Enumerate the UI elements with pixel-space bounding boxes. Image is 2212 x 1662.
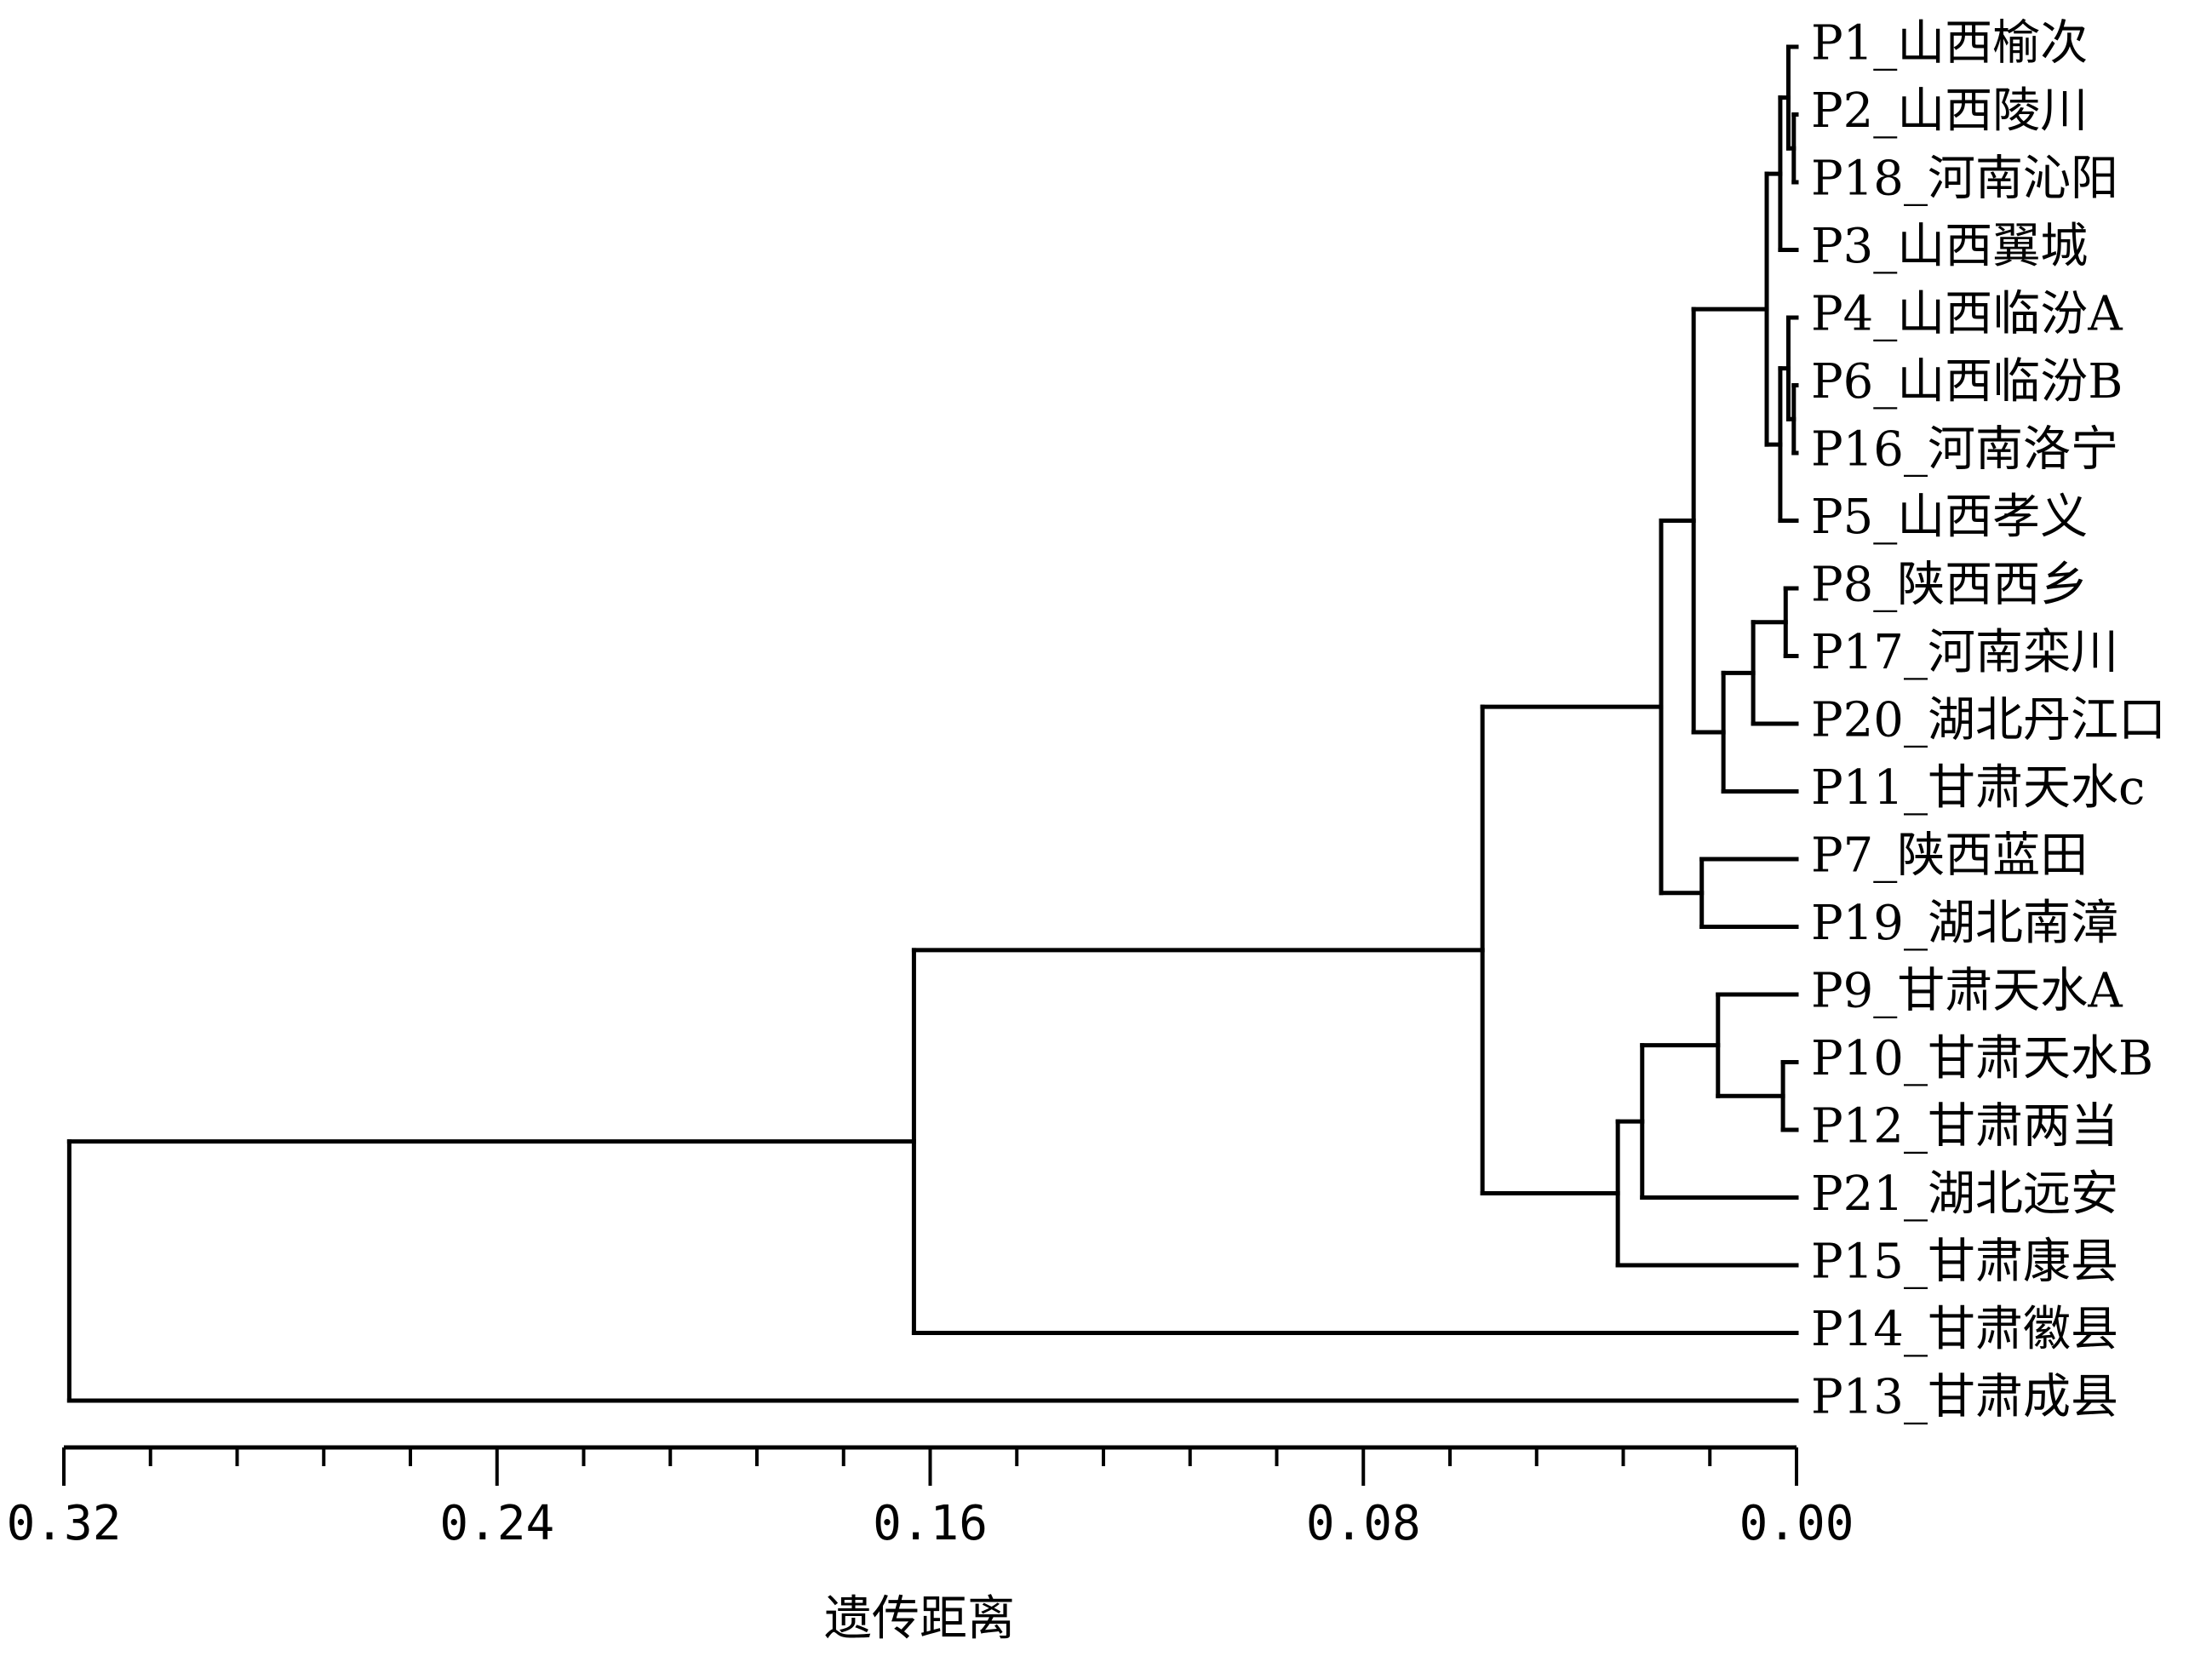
leaf-label: P14_甘肃徽县 xyxy=(1811,1302,2118,1357)
leaf-label: P15_甘肃康县 xyxy=(1811,1235,2118,1290)
leaf-label: P5_山西孝义 xyxy=(1811,490,2088,545)
x-axis: 0.32 0.24 0.16 0.08 0.00 xyxy=(7,1445,1854,1551)
leaf-label: P19_湖北南漳 xyxy=(1811,896,2118,951)
leaf-label: P9_甘肃天水A xyxy=(1811,964,2123,1019)
leaf-label: P2_山西陵川 xyxy=(1811,83,2088,139)
leaf-label: P7_陕西蓝田 xyxy=(1811,828,2088,884)
leaf-label: P17_河南栾川 xyxy=(1811,625,2118,680)
leaf-label: P16_河南洛宁 xyxy=(1811,422,2118,478)
x-axis-ticks xyxy=(62,1447,1798,1486)
x-axis-tick-labels: 0.32 0.24 0.16 0.08 0.00 xyxy=(7,1496,1854,1551)
x-tick-label: 0.00 xyxy=(1739,1496,1854,1551)
leaf-label: P18_河南沁阳 xyxy=(1811,152,2118,207)
x-tick-label: 0.16 xyxy=(873,1496,988,1551)
leaf-label: P13_甘肃成县 xyxy=(1811,1370,2118,1425)
x-tick-label: 0.08 xyxy=(1306,1496,1421,1551)
x-axis-title: 遗传距离 xyxy=(824,1591,1015,1647)
leaf-label: P3_山西翼城 xyxy=(1811,219,2088,274)
leaf-label: P4_山西临汾A xyxy=(1811,287,2123,342)
leaf-label: P10_甘肃天水B xyxy=(1811,1031,2153,1086)
leaf-label: P8_陕西西乡 xyxy=(1811,558,2088,613)
x-tick-label: 0.32 xyxy=(7,1496,122,1551)
leaf-label: P21_湖北远安 xyxy=(1811,1166,2118,1222)
leaf-label: P1_山西榆次 xyxy=(1811,16,2088,72)
leaf-label: P20_湖北丹江口 xyxy=(1811,693,2166,748)
leaf-labels: P1_山西榆次 P2_山西陵川 P18_河南沁阳 P3_山西翼城 P4_山西临汾A P6_… xyxy=(1811,16,2166,1425)
dendrogram-branches xyxy=(66,44,1799,1403)
x-tick-label: 0.24 xyxy=(439,1496,554,1551)
leaf-label: P12_甘肃两当 xyxy=(1811,1099,2118,1155)
leaf-label: P11_甘肃天水c xyxy=(1811,760,2145,816)
leaf-label: P6_山西临汾B xyxy=(1811,354,2123,410)
